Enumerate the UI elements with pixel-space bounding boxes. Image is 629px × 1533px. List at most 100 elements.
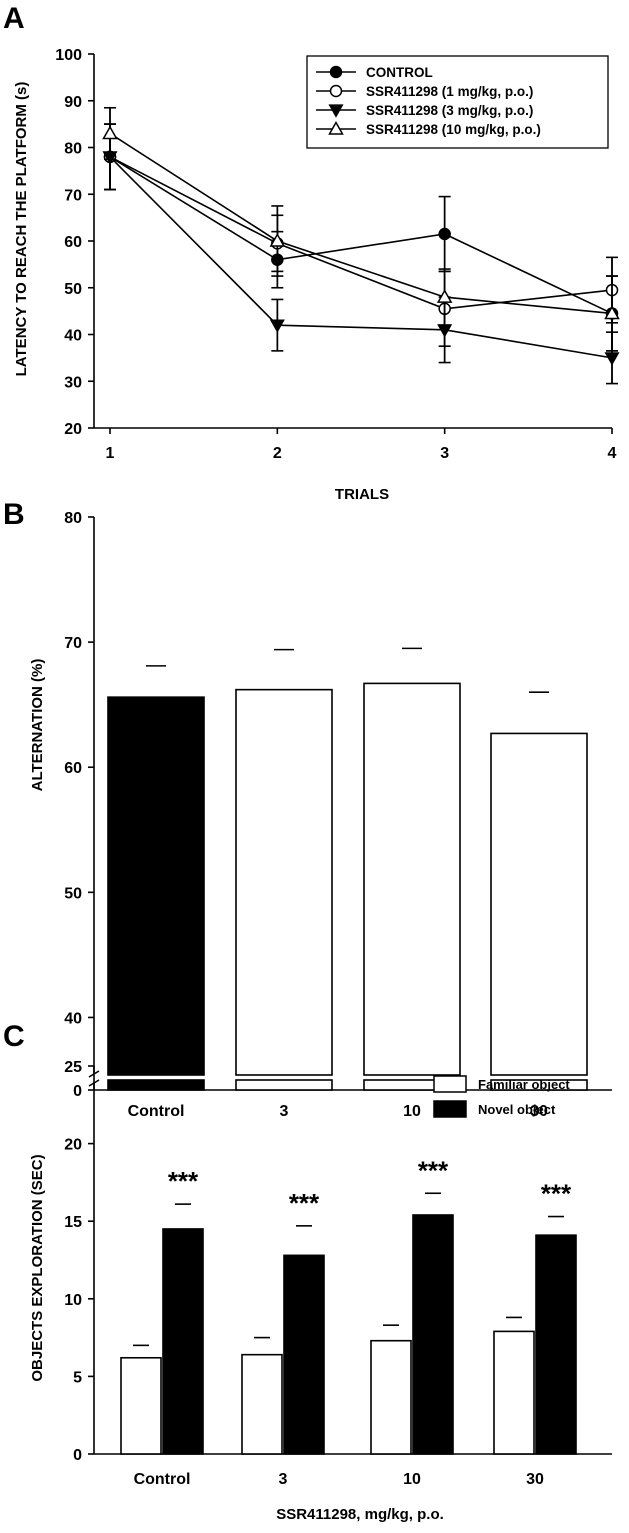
panel-c-letter: C (3, 1020, 25, 1053)
panel-a-ytick-label: 50 (64, 281, 82, 298)
panel-a-legend: CONTROL SSR411298 (1 mg/kg, p.o.) SSR41129… (306, 55, 609, 149)
series-line (109, 156, 613, 310)
bar (107, 696, 205, 1076)
bar-group: 3 (235, 648, 333, 1120)
significance-stars: *** (289, 1188, 320, 1218)
legend-marker (329, 84, 343, 98)
legend-label: Familiar object (478, 1077, 570, 1092)
panel-a-ytick-label: 60 (64, 234, 82, 251)
legend-marker (328, 120, 344, 135)
bar-group: *** 10 (370, 1155, 454, 1488)
bar (412, 1214, 454, 1455)
series-point (436, 289, 453, 303)
significance-stars: *** (541, 1179, 572, 1209)
significance-stars: *** (168, 1166, 199, 1196)
series-1 (103, 123, 619, 347)
legend-label: SSR411298 (3 mg/kg, p.o.) (366, 103, 533, 118)
legend-marker (329, 65, 343, 79)
bar-category-label: 30 (530, 1103, 548, 1120)
bar-category-label: 10 (403, 1103, 421, 1120)
legend-swatch (433, 1075, 467, 1093)
series-2 (102, 123, 620, 385)
legend-label: Novel object (478, 1102, 556, 1117)
legend-label: SSR411298 (10 mg/kg, p.o.) (366, 122, 541, 137)
bar (162, 1228, 204, 1455)
bar-category-label: Control (128, 1103, 185, 1120)
series-line (109, 132, 613, 315)
panel-a-letter: A (3, 2, 25, 35)
panel-a-series (102, 106, 620, 385)
panel-c: C OBJECTS EXPLORATION (SEC) SSR411298, m… (3, 1020, 612, 1523)
panel-a-ytick-label: 70 (64, 187, 82, 204)
panel-c-bars: *** Control *** 3 *** 10 *** 30 (120, 1155, 577, 1488)
series-point (604, 305, 620, 320)
series-3 (102, 106, 620, 352)
bar-category-label: 10 (403, 1471, 421, 1488)
significance-stars: *** (418, 1155, 449, 1185)
bar-stub (490, 1079, 588, 1091)
series-line (109, 156, 613, 359)
bar-category-label: 3 (280, 1103, 289, 1120)
panel-a-xlabel: TRIALS (335, 486, 389, 503)
bar-category-label: 3 (279, 1471, 288, 1488)
series-point (604, 352, 620, 366)
bar (535, 1234, 577, 1455)
panel-c-ytick-label: 15 (64, 1214, 82, 1231)
bar (493, 1330, 535, 1455)
panel-a-ytick-label: 80 (64, 141, 82, 158)
series-line (109, 156, 613, 315)
panel-b-ytick-label: 50 (64, 885, 82, 902)
panel-a-axes: 20 30 40 50 60 70 80 90 100 1 2 3 4 (55, 47, 616, 462)
panel-c-xlabel: SSR411298, mg/kg, p.o. (276, 1506, 444, 1523)
bar-group: Control (107, 665, 205, 1120)
panel-a-legend-box (306, 55, 609, 149)
series-point (438, 227, 451, 241)
panel-a-ytick-label: 30 (64, 374, 82, 391)
bar (120, 1356, 162, 1455)
panel-c-ylabel: OBJECTS EXPLORATION (SEC) (29, 1154, 46, 1381)
panel-b-ytick-label: 70 (64, 635, 82, 652)
panel-b-letter: B (3, 498, 25, 531)
bar (490, 732, 588, 1076)
panel-a-ytick-label: 90 (64, 94, 82, 111)
panel-a-ytick-label: 100 (55, 47, 82, 64)
panel-b: B ALTERNATION (%) 40 50 60 70 80 0 Control 3 10… (3, 498, 612, 1120)
panel-a-xtick-label: 4 (608, 445, 617, 462)
bar-category-label: 30 (526, 1471, 544, 1488)
panel-b-ylabel: ALTERNATION (%) (29, 659, 46, 792)
bar-category-label: Control (134, 1471, 191, 1488)
bar-group: 10 (363, 647, 461, 1120)
bar-stub (107, 1079, 205, 1091)
bar (370, 1339, 412, 1455)
panel-b-ytick-label: 60 (64, 760, 82, 777)
legend-marker (328, 104, 344, 118)
panel-a-ytick-label: 40 (64, 328, 82, 345)
panel-b-bars: Control 3 10 30 (107, 647, 588, 1120)
series-point (102, 125, 118, 140)
panel-a-xtick-label: 1 (106, 445, 115, 462)
legend-label: CONTROL (366, 65, 433, 80)
panel-a: A LATENCY TO REACH THE PLATFORM (s) TRIA… (3, 2, 620, 503)
series-point (269, 232, 286, 247)
bar-group: *** 3 (241, 1188, 325, 1488)
bar-group: *** Control (120, 1166, 204, 1488)
bar (241, 1353, 283, 1455)
panel-c-ytick-label: 5 (73, 1369, 82, 1386)
panel-a-ytick-label: 20 (64, 421, 82, 438)
bar (363, 682, 461, 1076)
panel-a-xtick-label: 3 (440, 445, 449, 462)
bar (235, 688, 333, 1076)
panel-b-ytick-label: 80 (64, 510, 82, 527)
panel-a-xtick-label: 2 (273, 445, 282, 462)
bar (283, 1254, 325, 1455)
legend-swatch (433, 1100, 467, 1118)
panel-c-ytick-label: 25 (64, 1059, 82, 1076)
bar-group: 30 (490, 691, 588, 1120)
panel-c-ytick-label: 10 (64, 1292, 82, 1309)
panel-c-ytick-label: 0 (73, 1447, 82, 1464)
bar-stub (235, 1079, 333, 1091)
panel-c-legend: Familiar object Novel object (433, 1075, 570, 1118)
series-0 (103, 123, 619, 352)
series-point (269, 319, 285, 333)
